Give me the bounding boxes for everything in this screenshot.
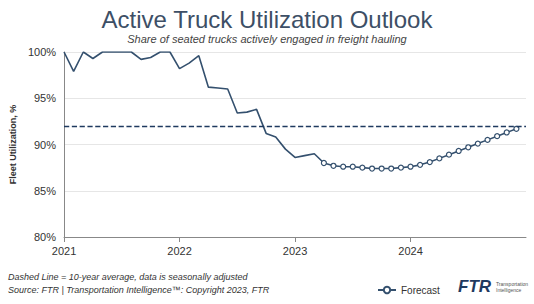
svg-text:Active Truck Utilization Outlo: Active Truck Utilization Outlook [102, 6, 434, 33]
svg-text:Dashed Line = 10-year average,: Dashed Line = 10-year average, data is s… [8, 272, 248, 282]
svg-text:2024: 2024 [398, 245, 422, 257]
svg-text:95%: 95% [34, 92, 56, 104]
svg-text:Fleet Utilization, %: Fleet Utilization, % [8, 105, 18, 185]
svg-text:2022: 2022 [167, 245, 191, 257]
svg-text:2023: 2023 [283, 245, 307, 257]
svg-text:100%: 100% [28, 46, 56, 58]
svg-text:80%: 80% [34, 231, 56, 243]
svg-text:FTR: FTR [458, 277, 492, 296]
svg-text:Source: FTR | Transportation I: Source: FTR | Transportation Intelligenc… [8, 285, 270, 295]
svg-text:2021: 2021 [52, 245, 76, 257]
svg-text:Forecast: Forecast [401, 285, 440, 296]
svg-text:Intelligence: Intelligence [496, 287, 522, 293]
svg-text:Transportation: Transportation [496, 281, 529, 287]
svg-text:Share of seated trucks activel: Share of seated trucks actively engaged … [127, 33, 407, 45]
svg-text:85%: 85% [34, 185, 56, 197]
svg-text:90%: 90% [34, 139, 56, 151]
